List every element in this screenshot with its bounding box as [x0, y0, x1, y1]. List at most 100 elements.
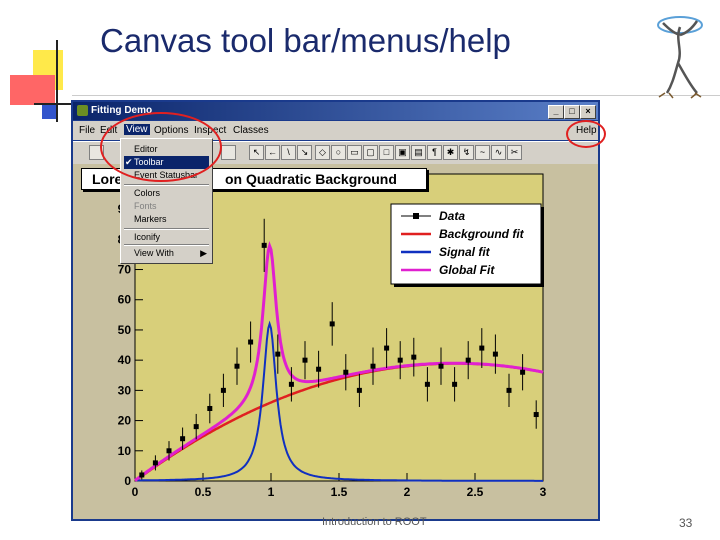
data-point: [220, 387, 226, 393]
deco-blue-square: [42, 105, 56, 119]
view-menu-item-label: Markers: [134, 214, 167, 224]
menu-separator: [124, 244, 209, 246]
y-tick-label: 70: [118, 263, 132, 277]
window-titlebar[interactable]: Fitting Demo _ □ ×: [73, 102, 598, 120]
slide-title: Canvas tool bar/menus/help: [100, 22, 511, 59]
diamond-icon[interactable]: ◇: [315, 145, 330, 160]
global-fit-line: [134, 240, 544, 482]
x-tick-label: 1: [268, 485, 275, 499]
window-title: Fitting Demo: [91, 105, 153, 116]
pointer-icon[interactable]: ↖: [249, 145, 264, 160]
menu-file[interactable]: File: [79, 125, 96, 136]
menu-separator: [124, 228, 209, 230]
plot-title-right: on Quadratic Background: [225, 171, 397, 187]
line-icon[interactable]: \: [281, 145, 296, 160]
arrow-icon[interactable]: ←: [265, 145, 280, 160]
view-menu-item-fonts[interactable]: Fonts: [124, 200, 209, 213]
data-point: [397, 357, 403, 363]
deco-red-square: [10, 75, 55, 105]
marker-icon[interactable]: ✱: [443, 145, 458, 160]
data-point: [370, 363, 376, 369]
legend-label: Background fit: [439, 227, 525, 241]
data-point: [302, 357, 308, 363]
y-tick-label: 60: [118, 293, 132, 307]
legend-label: Data: [439, 209, 465, 223]
legend-label: Signal fit: [439, 245, 491, 259]
data-point: [384, 345, 390, 351]
highlight-circle-help-menu: [566, 120, 606, 148]
slide-footer: Introduction to ROOT: [322, 516, 427, 528]
legend-label: Global Fit: [439, 263, 495, 277]
deco-horizontal-line: [34, 103, 74, 105]
data-point: [479, 345, 485, 351]
text-icon[interactable]: ▤: [411, 145, 426, 160]
view-menu-item-label: View With: [134, 248, 174, 258]
y-tick-label: 50: [118, 323, 132, 337]
y-tick-label: 0: [124, 474, 131, 488]
view-menu-item-colors[interactable]: Colors: [124, 187, 209, 200]
rounded-box-icon[interactable]: ▭: [347, 145, 362, 160]
y-tick-label: 30: [118, 383, 132, 397]
inspect-icon[interactable]: [221, 145, 236, 160]
data-point: [275, 351, 281, 357]
deco-horizontal-rule: [72, 95, 720, 96]
view-menu-item-label: Fonts: [134, 201, 157, 211]
x-tick-label: 2.5: [467, 485, 484, 499]
view-menu-item-label: Colors: [134, 188, 161, 198]
x-tick-label: 3: [540, 485, 547, 499]
legend-marker: [413, 213, 419, 219]
data-point: [316, 366, 322, 372]
plot-title-left: Lore: [92, 171, 123, 187]
data-point: [193, 424, 199, 430]
box-icon[interactable]: □: [379, 145, 394, 160]
app-icon: [77, 105, 88, 116]
data-point: [139, 472, 145, 478]
highlight-circle-view-menu: [100, 112, 222, 182]
y-tick-label: 20: [118, 414, 132, 428]
curly-line-icon[interactable]: ~: [475, 145, 490, 160]
data-point: [506, 387, 512, 393]
y-tick-label: 40: [118, 353, 132, 367]
data-point: [166, 448, 172, 454]
root-logo-icon: [657, 16, 703, 99]
data-point: [533, 412, 539, 418]
data-point: [438, 363, 444, 369]
view-menu-item-iconify[interactable]: Iconify: [124, 231, 209, 244]
data-point: [234, 363, 240, 369]
pavetext-icon[interactable]: ▣: [395, 145, 410, 160]
data-point: [329, 321, 335, 327]
data-point: [424, 381, 430, 387]
latex-icon[interactable]: ¶: [427, 145, 442, 160]
data-point: [356, 387, 362, 393]
page-number: 33: [679, 516, 693, 530]
graph-icon[interactable]: ↯: [459, 145, 474, 160]
data-point: [492, 351, 498, 357]
deco-vertical-line: [56, 40, 58, 122]
data-point: [248, 339, 254, 345]
x-tick-label: 0: [132, 485, 139, 499]
data-point: [207, 405, 213, 411]
menu-classes[interactable]: Classes: [233, 125, 269, 136]
close-button[interactable]: ×: [580, 105, 596, 119]
pave-icon[interactable]: ▢: [363, 145, 378, 160]
diagonal-arrow-icon[interactable]: ↘: [297, 145, 312, 160]
submenu-arrow-icon: ▶: [200, 248, 207, 258]
y-tick-label: 10: [118, 444, 132, 458]
data-point: [288, 381, 294, 387]
view-menu-item-view-with[interactable]: View With ▶: [124, 247, 209, 260]
menu-separator: [124, 184, 209, 186]
curly-arc-icon[interactable]: ∿: [491, 145, 506, 160]
cut-icon[interactable]: ✂: [507, 145, 522, 160]
minimize-button[interactable]: _: [548, 105, 564, 119]
data-point: [180, 436, 186, 442]
x-tick-label: 1.5: [331, 485, 348, 499]
x-tick-label: 0.5: [195, 485, 212, 499]
data-point: [411, 354, 417, 360]
data-point: [465, 357, 471, 363]
view-menu-item-label: Iconify: [134, 232, 161, 242]
data-point: [520, 369, 526, 375]
data-point: [452, 381, 458, 387]
maximize-button[interactable]: □: [564, 105, 580, 119]
view-menu-item-markers[interactable]: Markers: [124, 213, 209, 226]
ellipse-icon[interactable]: ○: [331, 145, 346, 160]
